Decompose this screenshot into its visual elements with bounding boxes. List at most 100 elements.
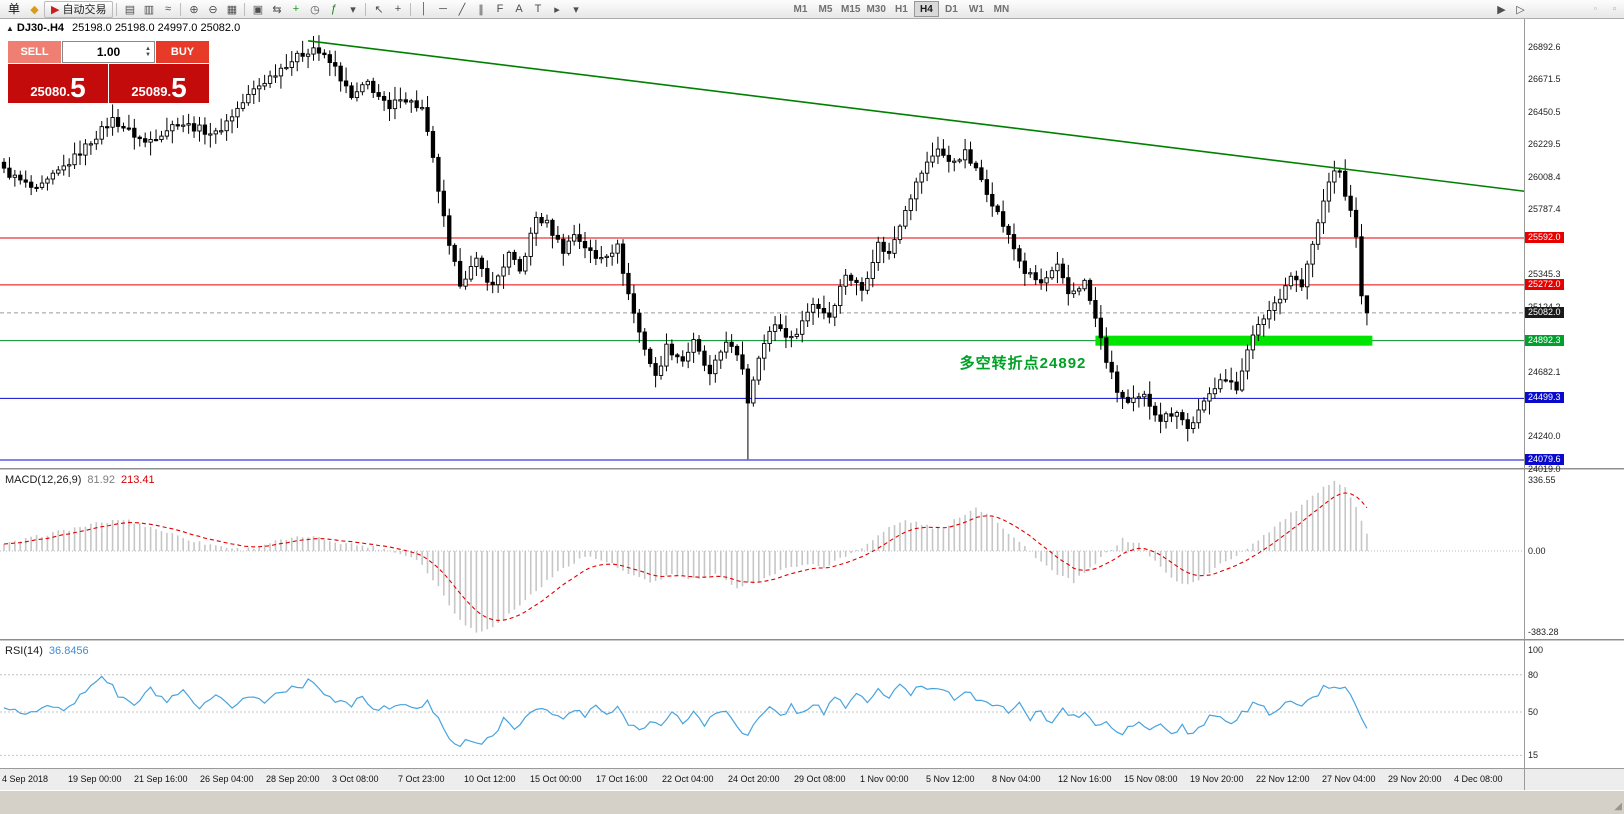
- timeframe-button-m30[interactable]: M30: [866, 4, 886, 15]
- arrow-objects-icon[interactable]: ▸: [554, 3, 560, 16]
- line-chart-mode-icon[interactable]: ≈: [164, 3, 171, 15]
- sell-price-main: 25080.: [30, 84, 71, 99]
- time-axis-label: 8 Nov 04:00: [992, 774, 1041, 784]
- macd-canvas: [0, 480, 1524, 633]
- pencil-icon[interactable]: ▫: [1612, 3, 1617, 15]
- time-axis[interactable]: 4 Sep 2018 19 Sep 00:00 21 Sep 16:00 26 Sep…: [0, 768, 1624, 790]
- rsi-indicator-panel[interactable]: RSI(14) 36.8456: [0, 642, 1624, 768]
- time-axis-label: 21 Sep 16:00: [134, 774, 188, 784]
- time-axis-label: 19 Sep 00:00: [68, 774, 122, 784]
- macd-histogram: [3, 480, 1368, 633]
- indicators-dropdown-icon[interactable]: ▾: [350, 3, 356, 16]
- cursor-icon[interactable]: ↖: [374, 3, 384, 16]
- time-axis-label: 27 Nov 04:00: [1322, 774, 1376, 784]
- buy-price-big: 5: [171, 72, 187, 104]
- panel-splitter[interactable]: [0, 468, 1624, 471]
- one-click-trading-widget: SELL 1.00 ▲ ▼ BUY 25080. 5 25089. 5: [8, 41, 209, 103]
- time-axis-label: 4 Dec 08:00: [1454, 774, 1503, 784]
- bar-chart-mode-icon[interactable]: ▤: [124, 3, 136, 16]
- auto-arrange-icon[interactable]: ▣: [252, 3, 264, 16]
- buy-price-display[interactable]: 25089. 5: [109, 64, 209, 103]
- toolbar-corner-icons: ◦ ▫: [1586, 1, 1624, 17]
- zoom-in-icon[interactable]: ⊕: [189, 3, 199, 16]
- descending-trendline[interactable]: [307, 39, 1525, 193]
- candles: [1, 35, 1370, 460]
- candlestick-mode-icon[interactable]: ▥: [143, 3, 155, 16]
- metaquotes-logo-icon[interactable]: ◆: [30, 3, 39, 16]
- main-toolbar: 单 ◆ ▶ 自动交易 ▤ ▥ ≈ ⊕ ⊖ ▦ ▣ ⇆ + ◷ ƒ ▾ ↖ + │ ─ ╱ ∥ F A T ▸ ▾ M1 M5 M15 M30…: [0, 0, 1624, 19]
- tile-windows-icon[interactable]: ▦: [226, 3, 238, 16]
- time-axis-label: 19 Nov 20:00: [1190, 774, 1244, 784]
- panel-splitter-2[interactable]: [0, 639, 1624, 642]
- support-zone-highlight[interactable]: [1095, 335, 1373, 346]
- auto-scroll-icon[interactable]: ▶: [1497, 3, 1506, 16]
- time-axis-label: 10 Oct 12:00: [464, 774, 516, 784]
- resize-grip[interactable]: ◢: [1614, 801, 1622, 812]
- symbol-name: DJ30-.H4: [16, 22, 64, 34]
- time-axis-label: 5 Nov 12:00: [926, 774, 975, 784]
- text-icon[interactable]: T: [534, 3, 542, 15]
- toolbar-separator: [116, 2, 118, 16]
- toolbar-separator: [410, 2, 412, 16]
- autotrading-button[interactable]: ▶ 自动交易: [44, 0, 114, 18]
- equidistant-channel-icon[interactable]: ∥: [478, 3, 484, 16]
- time-axis-label: 7 Oct 23:00: [398, 774, 445, 784]
- ohlc-values: 25198.0 25198.0 24997.0 25082.0: [72, 22, 241, 34]
- macd-title: MACD(12,26,9): [5, 474, 82, 486]
- volume-down-button[interactable]: ▼: [145, 52, 151, 58]
- text-label-icon[interactable]: A: [515, 3, 523, 15]
- price-chart-canvas[interactable]: [0, 19, 1624, 468]
- dock-chart-icon[interactable]: ⇆: [272, 3, 282, 16]
- rsi-line: [3, 675, 1368, 748]
- timeframe-button-h1[interactable]: H1: [895, 4, 908, 15]
- macd-indicator-panel[interactable]: MACD(12,26,9) 81.92 213.41: [0, 471, 1624, 639]
- timeframe-group: M1 M5 M15 M30 H1 H4 D1 W1 MN: [788, 1, 1014, 17]
- chart-ohlc-line: ▲ DJ30-.H4 25198.0 25198.0 24997.0 25082.0: [6, 22, 240, 34]
- horizontal-line-icon[interactable]: ─: [439, 3, 447, 15]
- toolbar-right-icons: ▶ ▷: [1492, 1, 1530, 17]
- search-icon[interactable]: ◦: [1593, 3, 1598, 15]
- timeframe-button-m5[interactable]: M5: [818, 4, 833, 15]
- macd-signal-line: [3, 492, 1368, 621]
- collapse-arrow-icon[interactable]: ▲: [6, 24, 14, 33]
- timeframe-button-mn[interactable]: MN: [993, 4, 1010, 15]
- rsi-value: 36.8456: [48, 645, 89, 657]
- sell-button[interactable]: SELL: [8, 41, 61, 63]
- menu-label[interactable]: 单: [8, 1, 21, 16]
- sell-price-big: 5: [70, 72, 86, 104]
- time-axis-label: 15 Nov 08:00: [1124, 774, 1178, 784]
- time-axis-label: 26 Sep 04:00: [200, 774, 254, 784]
- volume-input[interactable]: 1.00 ▲ ▼: [62, 41, 155, 63]
- chart-shift-icon[interactable]: ▷: [1516, 3, 1525, 16]
- zoom-out-icon[interactable]: ⊖: [208, 3, 218, 16]
- toolbar-separator: [244, 2, 246, 16]
- rsi-label: RSI(14) 36.8456: [5, 645, 89, 657]
- new-order-icon[interactable]: +: [292, 3, 300, 15]
- indicators-list-icon[interactable]: ƒ: [330, 3, 338, 15]
- time-axis-label: 1 Nov 00:00: [860, 774, 909, 784]
- timeframe-button-d1[interactable]: D1: [945, 4, 958, 15]
- trendline-icon[interactable]: ╱: [458, 3, 466, 16]
- vertical-line-icon[interactable]: │: [420, 3, 428, 15]
- strategy-tester-icon[interactable]: ◷: [310, 3, 320, 16]
- buy-button[interactable]: BUY: [156, 41, 209, 63]
- timeframe-button-m1[interactable]: M1: [793, 4, 808, 15]
- timeframe-button-h4[interactable]: H4: [913, 1, 939, 17]
- time-axis-label: 22 Nov 12:00: [1256, 774, 1310, 784]
- objects-dropdown-icon[interactable]: ▾: [573, 3, 579, 16]
- timeframe-button-m15[interactable]: M15: [841, 4, 861, 15]
- timeframe-button-w1[interactable]: W1: [968, 4, 984, 15]
- sell-price-display[interactable]: 25080. 5: [8, 64, 108, 103]
- crosshair-icon[interactable]: +: [394, 3, 402, 15]
- volume-up-button[interactable]: ▲: [145, 46, 151, 52]
- price-chart-panel[interactable]: ▲ DJ30-.H4 25198.0 25198.0 24997.0 25082.0…: [0, 19, 1624, 468]
- time-axis-label: 3 Oct 08:00: [332, 774, 379, 784]
- buy-price-main: 25089.: [131, 84, 172, 99]
- time-axis-label: 29 Nov 20:00: [1388, 774, 1442, 784]
- status-bar: ◢: [0, 790, 1624, 814]
- time-axis-label: 29 Oct 08:00: [794, 774, 846, 784]
- fibonacci-icon[interactable]: F: [496, 3, 504, 15]
- rsi-title: RSI(14): [5, 645, 43, 657]
- volume-value: 1.00: [96, 45, 121, 59]
